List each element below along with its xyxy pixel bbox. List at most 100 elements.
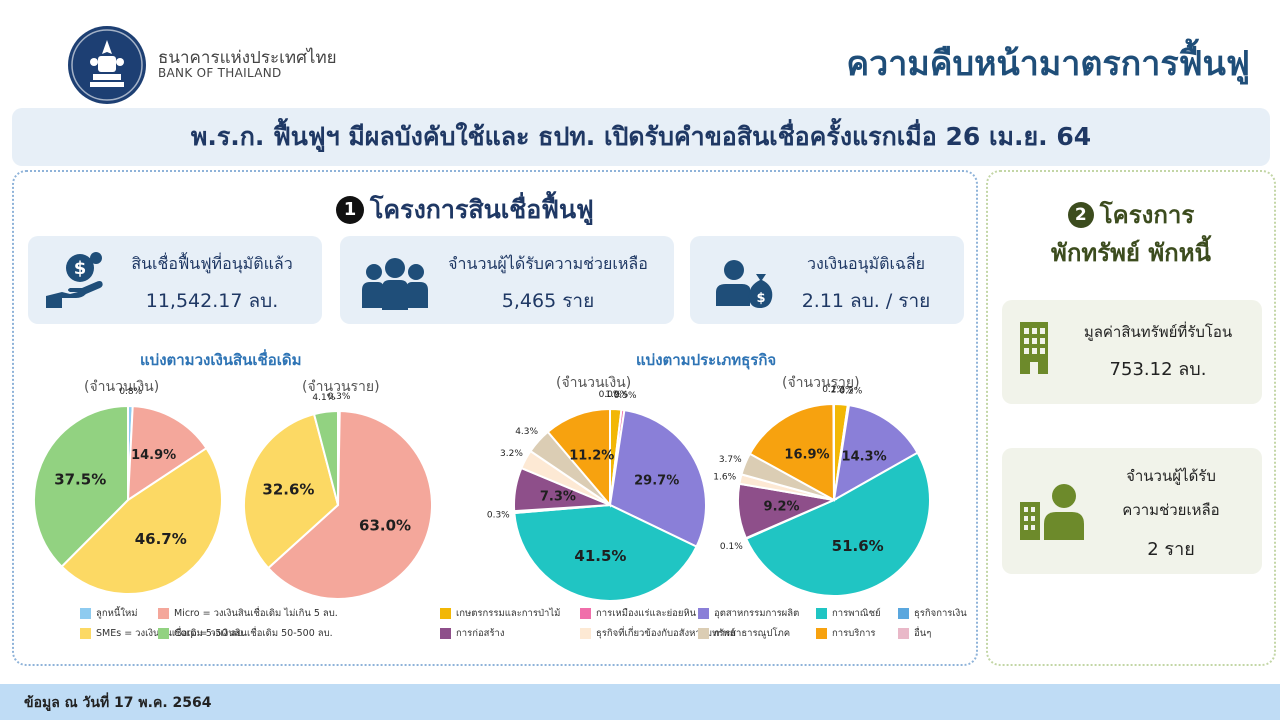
pie-slice-label: 3.2% [500, 449, 523, 459]
pie-slice-label: 51.6% [832, 537, 884, 555]
pie-slice [312, 409, 339, 506]
assisted-count-card: จำนวนผู้ได้รับ ความช่วยเหลือ 2 ราย [1002, 448, 1262, 574]
pie-slice-label: 4.1% [312, 393, 335, 403]
pie-slice-label: 0.8% [119, 387, 142, 397]
legend-label: อื่นๆ [914, 628, 932, 639]
pie-slice-label: 9.2% [764, 499, 800, 514]
bot-logo-icon [68, 26, 146, 104]
pie-slice-label: 0.2% [839, 386, 862, 396]
pie-slice [832, 404, 919, 502]
pie-slice [832, 402, 835, 501]
section1-number: 1 [336, 196, 364, 224]
banner-text: พ.ร.ก. ฟื้นฟูฯ มีผลบังคับใช้และ ธปท. เปิ… [190, 122, 1092, 151]
pie-slice-label: 46.7% [135, 530, 187, 548]
pie-slice [60, 446, 224, 595]
legend-label: การเหมืองแร่และย่อยหิน [596, 608, 697, 619]
pie-slice [608, 408, 707, 548]
chart-note-count: (จำนวนราย) [302, 379, 380, 395]
pie-slice-label: 1.9% [605, 390, 628, 400]
legend-swatch [580, 608, 591, 619]
pie-slice-label: 29.7% [634, 473, 679, 488]
building-person-icon [1020, 484, 1084, 540]
banner-background [12, 108, 1270, 166]
pie-slice-label: 11.2% [569, 448, 614, 463]
org-name-thai: ธนาคารแห่งประเทศไทย [158, 48, 337, 68]
legend-swatch [698, 608, 709, 619]
legend-label: การก่อสร้าง [456, 628, 505, 639]
legend-label: การสาธารณูปโภค [714, 628, 791, 639]
page-title: ความคืบหน้ามาตรการฟื้นฟู [846, 44, 1250, 84]
legend-swatch [580, 628, 591, 639]
stat-label: จำนวนผู้ได้รับความช่วยเหลือ [448, 254, 648, 273]
section1-title-text: โครงการสินเชื่อฟื้นฟู [370, 195, 594, 224]
legend-swatch [158, 628, 169, 639]
legend-swatch [440, 628, 451, 639]
legend-swatch [80, 608, 91, 619]
pie-slice-label: 1.6% [713, 473, 736, 483]
asset-value: 753.12 ลบ. [1109, 359, 1207, 380]
org-name-english: BANK OF THAILAND [158, 66, 282, 80]
chart-note-count: (จำนวนราย) [782, 375, 860, 391]
footer-bar [0, 684, 1280, 720]
pie-slice-label: 16.9% [784, 448, 829, 463]
pie-slice-label: 4.3% [515, 427, 538, 437]
section2-number: 2 [1067, 202, 1094, 228]
pie-slice [546, 407, 611, 508]
legend-swatch [698, 628, 709, 639]
legend-label: ธุรกิจที่เกี่ยวข้องกับอสังหาริมทรัพย์ [596, 628, 736, 639]
legend-label: การพาณิชย์ [832, 608, 881, 619]
svg-text:$: $ [74, 258, 87, 279]
legend-label: SMEs = วงเงินสินเชื่อเดิม 5-50 ลบ. [96, 628, 246, 639]
pie-slice [266, 409, 433, 600]
legend-swatch [816, 608, 827, 619]
section-asset-warehousing [986, 170, 1276, 666]
pie-slice-label: 0.0% [599, 390, 622, 400]
pie-slice [748, 402, 836, 502]
legend-swatch [158, 608, 169, 619]
legend-label: ธุรกิจการเงิน [914, 608, 967, 619]
pie-slice [33, 404, 129, 569]
section-recovery-loan [12, 170, 978, 666]
section1-title: 1 โครงการสินเชื่อฟื้นฟู [336, 190, 594, 230]
stat-value: 11,542.17 ลบ. [145, 290, 279, 312]
pie-slice-label: 0.3% [328, 392, 351, 402]
legend-swatch [80, 628, 91, 639]
pie-slice-label: 32.6% [262, 480, 314, 498]
legend-swatch [898, 608, 909, 619]
pie-slice-label: 14.3% [842, 450, 887, 465]
money-bag-person-icon: $ [716, 260, 773, 308]
footer-date: ข้อมูล ณ วันที่ 17 พ.ค. 2564 [24, 695, 212, 711]
assisted-label-line1: จำนวนผู้ได้รับ [1126, 467, 1216, 485]
legend-label: อุตสาหกรรมการผลิต [714, 608, 800, 619]
pie-slice-label: 41.5% [574, 547, 626, 565]
chart-group-title-loan-size: แบ่งตามวงเงินสินเชื่อเดิม [140, 351, 302, 369]
pie-slice [513, 503, 698, 602]
assisted-value: 2 ราย [1147, 539, 1195, 560]
pie-slice-label: 0.1% [720, 542, 743, 552]
stat-value: 5,465 ราย [501, 290, 595, 312]
legend-swatch [816, 628, 827, 639]
section2-title-line2: พักทรัพย์ พักหนี้ [1051, 239, 1211, 267]
stat-card-beneficiaries: จำนวนผู้ได้รับความช่วยเหลือ 5,465 ราย [340, 236, 674, 324]
pie-slice-label: 0.5% [614, 391, 637, 401]
legend-label: การบริการ [832, 628, 876, 639]
stat-label: วงเงินอนุมัติเฉลี่ย [806, 254, 926, 273]
pie-slice [126, 405, 208, 502]
svg-text:$: $ [756, 291, 765, 306]
pie-slice-label: 2.3% [831, 385, 854, 395]
legend-label: เกษตรกรรมและการป่าไม้ [456, 608, 561, 619]
legend-loan-size: ลูกหนี้ใหม่ Micro = วงเงินสินเชื่อเดิม ไม… [80, 606, 440, 646]
pie-slice [744, 451, 931, 597]
pie-slice-label: 7.3% [540, 489, 576, 504]
chart-group-title-business: แบ่งตามประเภทธุรกิจ [636, 351, 777, 369]
chart-note-amount: (จำนวนเงิน) [556, 375, 632, 391]
legend-label: ลูกหนี้ใหม่ [96, 608, 138, 619]
legend-label: Corp = วงเงินสินเชื่อเดิม 50-500 ลบ. [174, 628, 333, 639]
legend-swatch [440, 608, 451, 619]
pie-slice-label: 3.7% [719, 455, 742, 465]
legend-swatch [898, 628, 909, 639]
asset-value-card: มูลค่าสินทรัพย์ที่รับโอน 753.12 ลบ. [1002, 300, 1262, 404]
chart-note-amount: (จำนวนเงิน) [84, 379, 160, 395]
pie-slice-label: 0.1% [822, 385, 845, 395]
